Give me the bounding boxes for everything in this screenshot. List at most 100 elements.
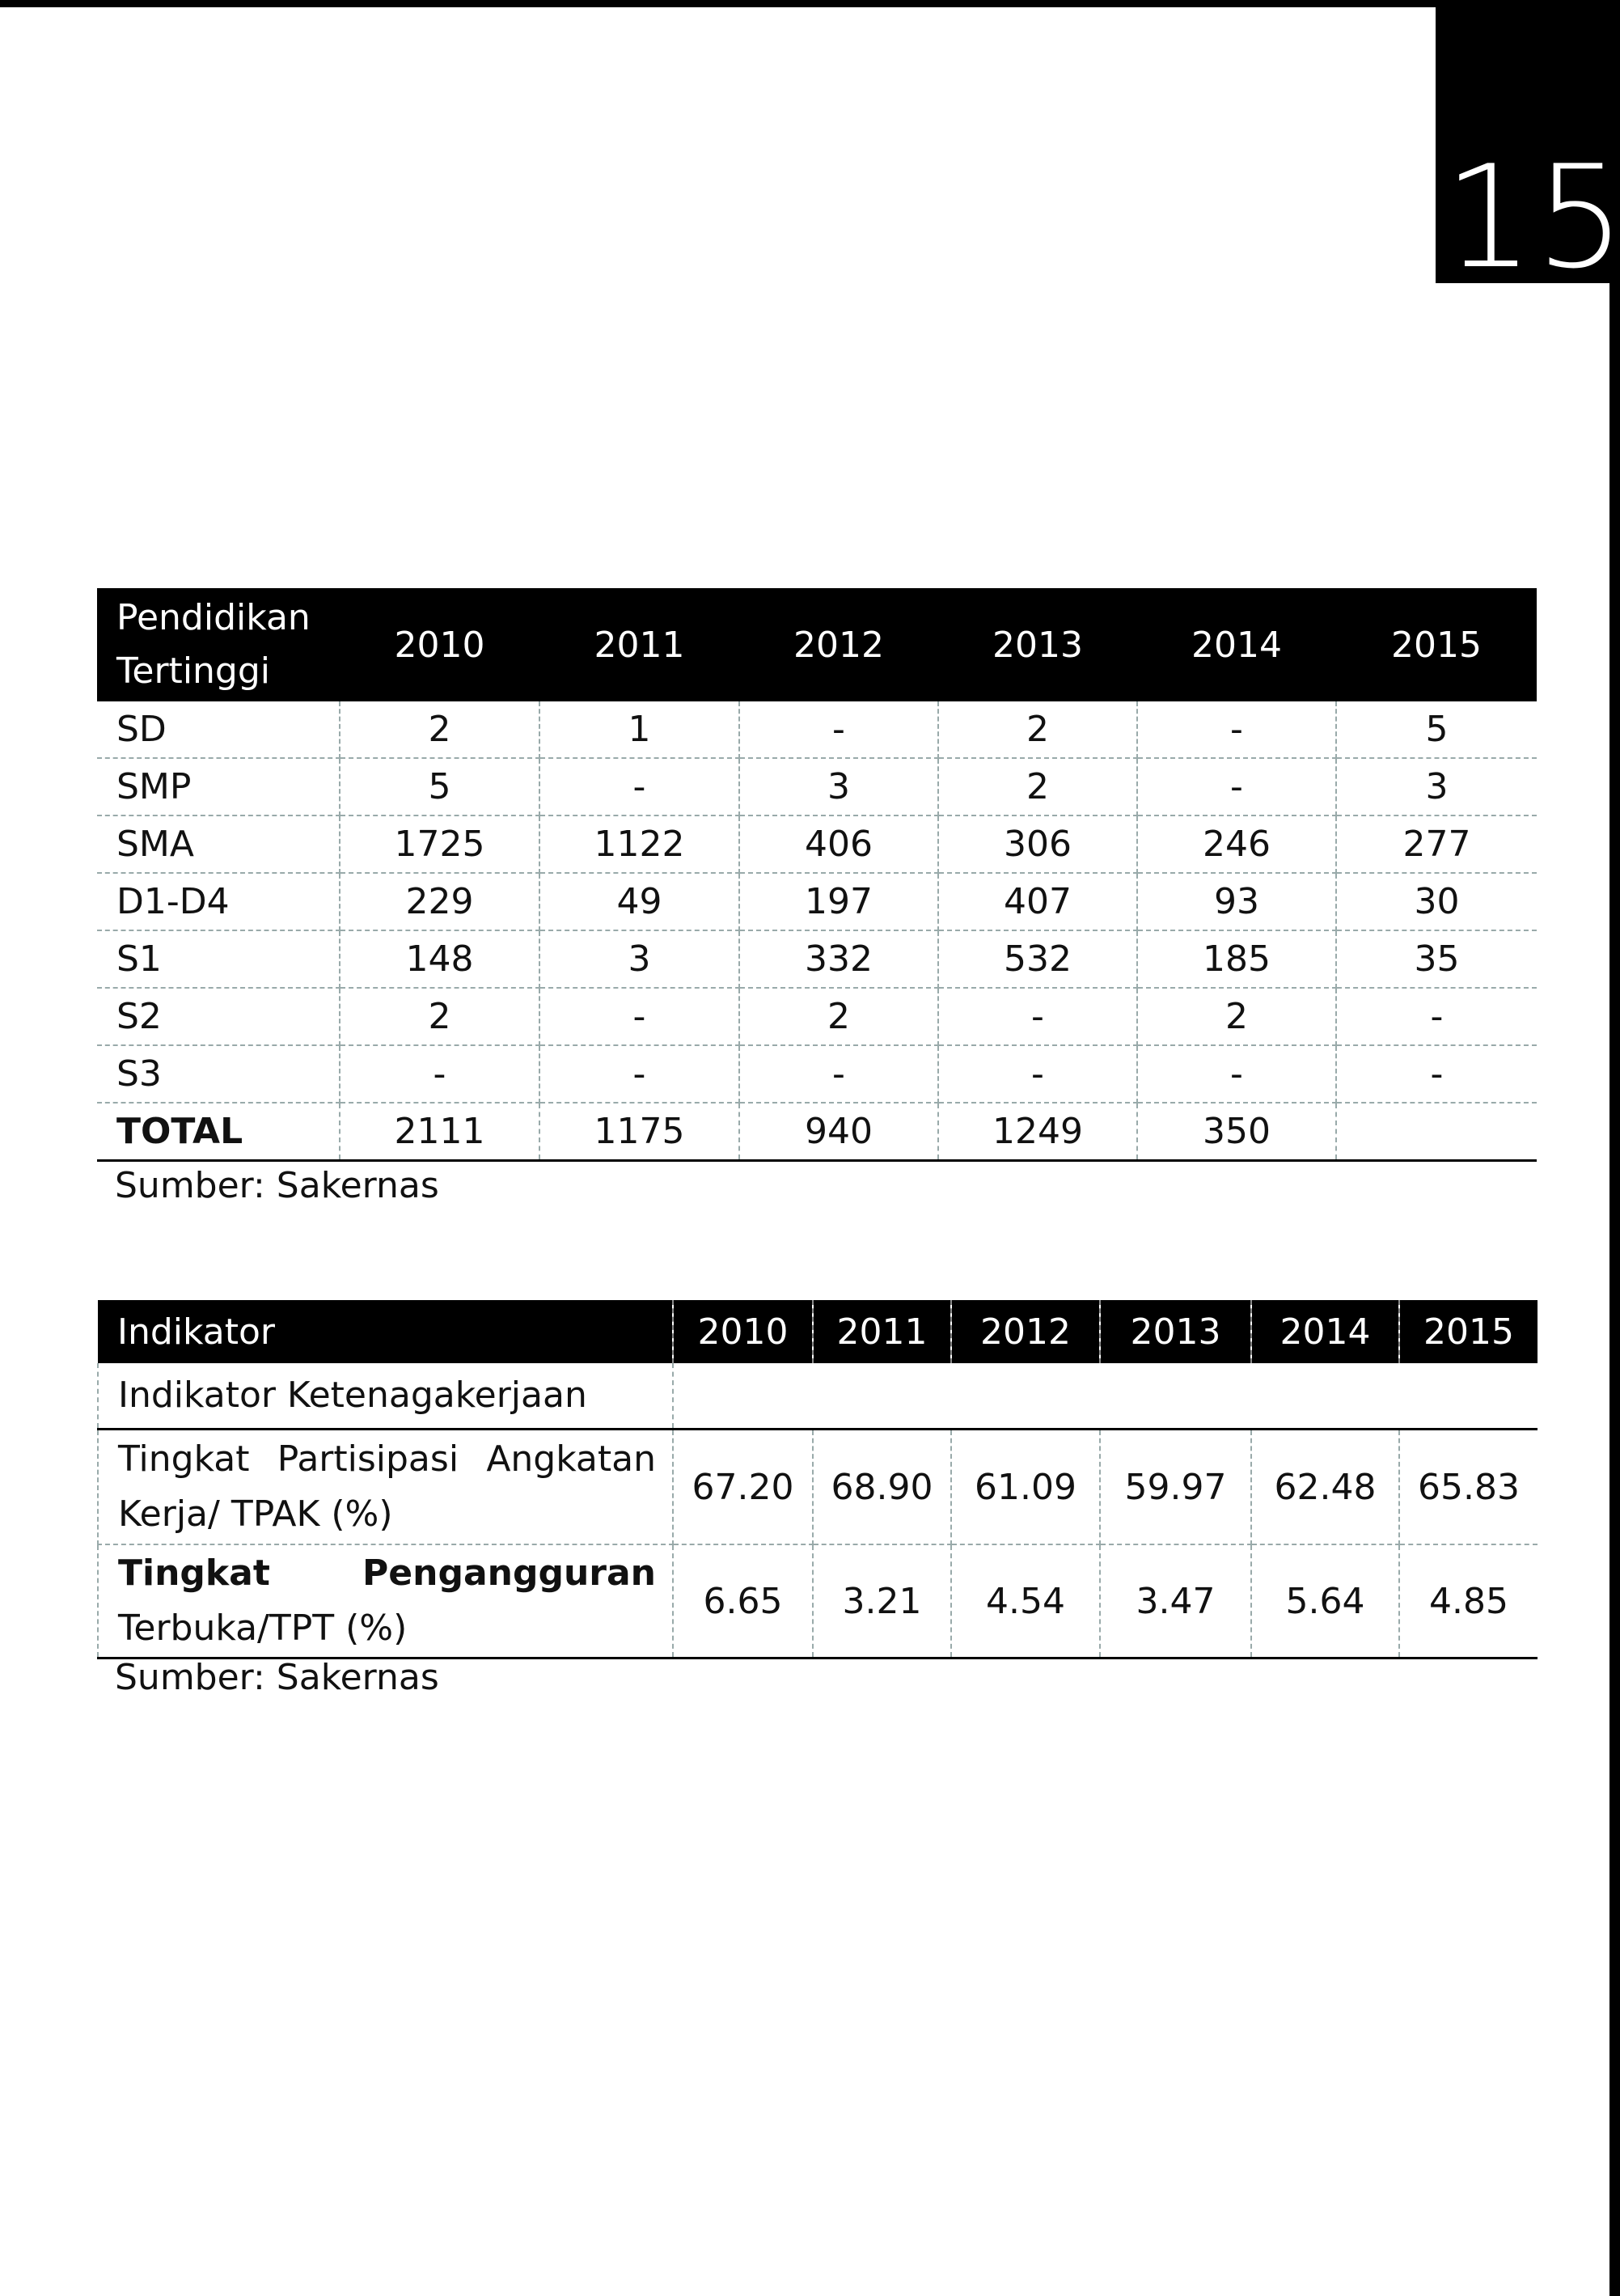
table-cell: 5 — [1336, 701, 1537, 759]
table-row: S3 - - - - - - — [97, 1045, 1537, 1104]
row-label: S2 — [97, 988, 340, 1046]
table-cell: 62.48 — [1251, 1429, 1400, 1545]
table-cell: 532 — [938, 930, 1138, 989]
header-year: 2015 — [1336, 588, 1537, 701]
row-label: D1-D4 — [97, 873, 340, 931]
row-label: S1 — [97, 930, 340, 989]
total-row: TOTAL 2111 1175 940 1249 350 — [97, 1103, 1537, 1162]
table-cell: 49 — [539, 873, 740, 931]
table-cell: - — [739, 1045, 939, 1104]
table-cell: 148 — [340, 930, 540, 989]
table-cell: - — [739, 701, 939, 759]
table-cell: - — [1336, 988, 1537, 1046]
table-cell: 2 — [340, 988, 540, 1046]
table-cell: 93 — [1137, 873, 1337, 931]
table-cell: 6.65 — [673, 1544, 814, 1659]
education-table: Pendidikan Tertinggi 2010 2011 2012 2013 … — [97, 588, 1537, 1162]
header-year: 2010 — [673, 1300, 814, 1363]
row-label: TOTAL — [97, 1103, 340, 1162]
source-note: Sumber: Sakernas — [115, 1165, 439, 1206]
section-label: Indikator Ketenagakerjaan — [97, 1363, 674, 1430]
table-cell: 5 — [340, 758, 540, 816]
row-label: Tingkat Pengangguran Terbuka/TPT (%) — [97, 1544, 674, 1659]
table-cell: - — [539, 758, 740, 816]
table-cell: 59.97 — [1100, 1429, 1252, 1545]
table-cell: 2 — [938, 701, 1138, 759]
table-cell: 1122 — [539, 815, 740, 874]
header-year: 2011 — [813, 1300, 952, 1363]
page-number: 15 — [1444, 136, 1620, 300]
table-row: S1 148 3 332 532 185 35 — [97, 930, 1537, 989]
header-year: 2010 — [340, 588, 539, 701]
table-cell: 4.54 — [951, 1544, 1101, 1659]
table-row: Tingkat Pengangguran Terbuka/TPT (%) 6.65… — [97, 1544, 1538, 1659]
table-cell: 185 — [1137, 930, 1337, 989]
table-cell: 5.64 — [1251, 1544, 1400, 1659]
right-border-rule — [1609, 0, 1620, 2296]
table-row: D1-D4 229 49 197 407 93 30 — [97, 873, 1537, 931]
header-year: 2015 — [1399, 1300, 1538, 1363]
table-cell: 407 — [938, 873, 1138, 931]
header-indicator-label: Indikator — [98, 1300, 674, 1363]
table-cell: 3 — [739, 758, 939, 816]
header-year: 2013 — [1100, 1300, 1252, 1363]
header-year: 2014 — [1137, 588, 1336, 701]
table-cell: 277 — [1336, 815, 1537, 874]
row-label: SD — [97, 701, 340, 759]
table-row: SMP 5 - 3 2 - 3 — [97, 758, 1537, 816]
section-row: Indikator Ketenagakerjaan — [97, 1363, 1538, 1430]
table-cell: 406 — [739, 815, 939, 874]
page-number-tab — [1436, 0, 1620, 283]
table-cell: - — [539, 988, 740, 1046]
table-cell: 3 — [539, 930, 740, 989]
section-empty-cell — [673, 1363, 1538, 1430]
table-cell: 1249 — [938, 1103, 1138, 1162]
table-cell: 3.21 — [813, 1544, 952, 1659]
source-note: Sumber: Sakernas — [115, 1657, 439, 1698]
table-row: Tingkat Partisipasi Angkatan Kerja/ TPAK … — [97, 1429, 1538, 1545]
table-cell: 350 — [1137, 1103, 1337, 1162]
table-cell: 306 — [938, 815, 1138, 874]
table-cell: 197 — [739, 873, 939, 931]
table-cell: - — [1137, 758, 1337, 816]
header-year: 2014 — [1251, 1300, 1400, 1363]
table-cell: 332 — [739, 930, 939, 989]
table-cell: 2 — [340, 701, 540, 759]
table-cell: 1725 — [340, 815, 540, 874]
table-cell: 229 — [340, 873, 540, 931]
table-cell: 2 — [1137, 988, 1337, 1046]
header-education-label: Pendidikan Tertinggi — [97, 588, 340, 701]
table-row: SMA 1725 1122 406 306 246 277 — [97, 815, 1537, 874]
header-year: 2013 — [938, 588, 1137, 701]
table-cell: 940 — [739, 1103, 939, 1162]
table-row: SD 2 1 - 2 - 5 — [97, 701, 1537, 759]
table-cell: - — [938, 988, 1138, 1046]
row-label: Tingkat Partisipasi Angkatan Kerja/ TPAK … — [97, 1429, 674, 1545]
indicator-table-header: Indikator 2010 2011 2012 2013 2014 2015 — [98, 1300, 1538, 1363]
table-cell: 2111 — [340, 1103, 540, 1162]
table-cell: 30 — [1336, 873, 1537, 931]
table-cell: 3 — [1336, 758, 1537, 816]
row-label: SMP — [97, 758, 340, 816]
table-cell: 246 — [1137, 815, 1337, 874]
table-cell: - — [340, 1045, 540, 1104]
header-year: 2011 — [539, 588, 739, 701]
table-cell: - — [1137, 1045, 1337, 1104]
table-cell: 65.83 — [1399, 1429, 1538, 1545]
indicator-table: Indikator 2010 2011 2012 2013 2014 2015 … — [97, 1300, 1538, 1659]
table-cell: 68.90 — [813, 1429, 952, 1545]
table-cell: 2 — [739, 988, 939, 1046]
table-cell: 1175 — [539, 1103, 740, 1162]
table-row: S2 2 - 2 - 2 - — [97, 988, 1537, 1046]
header-year: 2012 — [951, 1300, 1101, 1363]
table-cell: 3.47 — [1100, 1544, 1252, 1659]
education-table-header: Pendidikan Tertinggi 2010 2011 2012 2013 … — [97, 588, 1537, 701]
table-cell: 4.85 — [1399, 1544, 1538, 1659]
table-cell: 61.09 — [951, 1429, 1101, 1545]
top-border-rule — [0, 0, 1440, 7]
row-label: S3 — [97, 1045, 340, 1104]
table-cell: 2 — [938, 758, 1138, 816]
table-cell: - — [938, 1045, 1138, 1104]
table-cell: 35 — [1336, 930, 1537, 989]
table-cell: - — [1336, 1045, 1537, 1104]
